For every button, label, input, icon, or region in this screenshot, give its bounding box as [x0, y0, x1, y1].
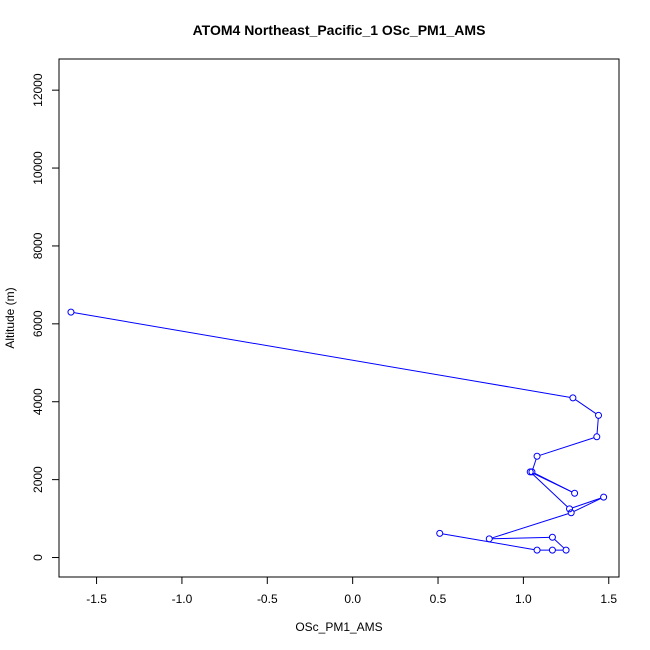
y-tick-label: 2000: [31, 466, 45, 493]
data-point: [567, 509, 575, 517]
x-tick-label: -0.5: [257, 592, 278, 606]
x-tick-label: -1.5: [86, 592, 107, 606]
series-line-segment: [554, 538, 565, 549]
data-point: [526, 468, 534, 476]
y-tick-label: 10000: [31, 151, 45, 185]
y-tick-label: 4000: [31, 388, 45, 415]
series-line-segment: [532, 472, 573, 493]
data-point: [571, 489, 579, 497]
data-point: [533, 546, 541, 554]
y-tick-label: 6000: [31, 310, 45, 337]
series-line-segment: [532, 458, 537, 470]
series-line-segment: [491, 513, 569, 539]
data-point: [548, 533, 556, 541]
series-line-segment: [532, 473, 568, 508]
y-tick-label: 12000: [31, 73, 45, 107]
data-point: [600, 493, 608, 501]
series-line-segment: [573, 498, 602, 512]
series-line-segment: [596, 418, 599, 434]
y-tick-label: 0: [31, 554, 45, 561]
x-tick-label: 1.0: [515, 592, 532, 606]
x-axis: -1.5 -1.0 -0.5 0.0 0.5 1.0 1.5: [86, 576, 617, 606]
data-point: [548, 546, 556, 554]
x-axis-label: OSc_PM1_AMS: [295, 620, 382, 634]
series-line-segment: [572, 497, 601, 509]
series-line-segment: [492, 536, 550, 540]
data-point: [569, 394, 577, 402]
y-axis-label: Altitude (m): [3, 287, 17, 348]
data-point: [593, 433, 601, 441]
data-point: [533, 452, 541, 460]
y-tick-label: 8000: [31, 232, 45, 259]
series-layer: [67, 308, 608, 554]
x-tick-label: 1.5: [600, 592, 617, 606]
data-point: [485, 535, 493, 543]
series-line-segment: [575, 399, 597, 415]
series-line-segment: [539, 437, 595, 456]
data-point: [565, 505, 573, 513]
data-point: [436, 529, 444, 537]
x-tick-label: 0.0: [344, 592, 361, 606]
x-tick-label: -1.0: [172, 592, 193, 606]
data-point: [595, 411, 603, 419]
x-tick-label: 0.5: [430, 592, 447, 606]
y-axis: 0 2000 4000 6000 8000 10000 12000: [31, 73, 60, 561]
series-line-segment: [73, 312, 571, 398]
data-point: [67, 308, 75, 316]
chart-title: ATOM4 Northeast_Pacific_1 OSc_PM1_AMS: [193, 22, 486, 38]
data-point: [562, 546, 570, 554]
